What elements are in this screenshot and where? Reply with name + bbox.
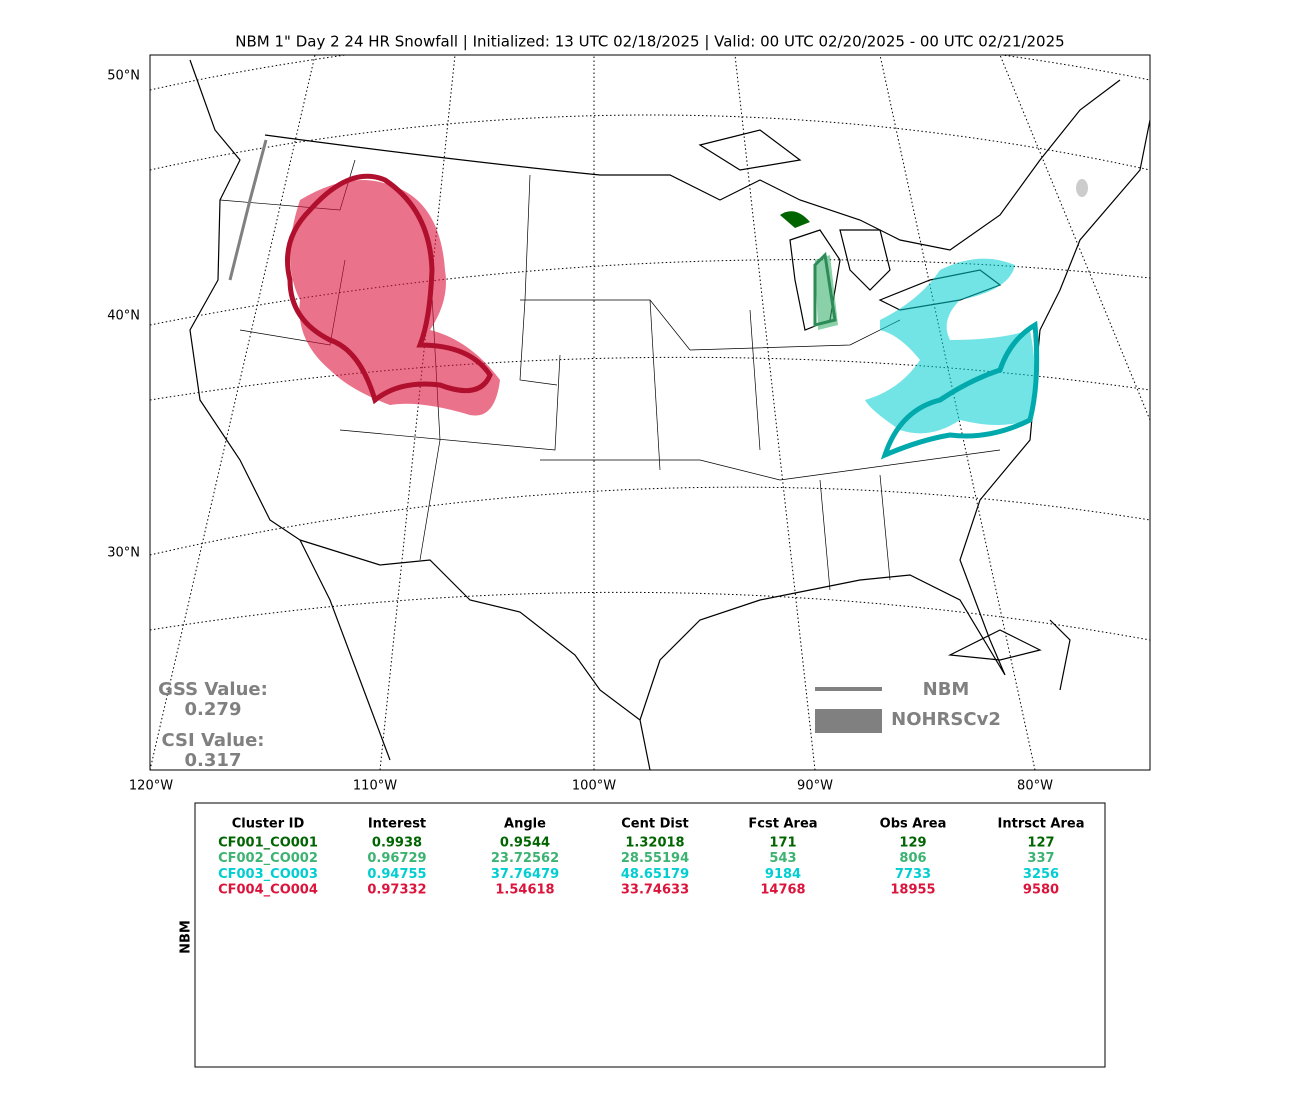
table-cell: 9580 — [1023, 883, 1059, 898]
table-cell: 1.54618 — [495, 883, 554, 898]
table-side-label: NBM — [179, 920, 194, 954]
table-cell: 9184 — [765, 867, 801, 882]
gss-label: GSS Value: — [158, 679, 268, 700]
table-cell: 543 — [769, 851, 796, 866]
lon-label: 110°W — [353, 779, 397, 794]
legend-forecast: NBM — [923, 679, 970, 700]
table-cell: 337 — [1027, 851, 1054, 866]
table-cell: CF002_CO002 — [218, 851, 318, 866]
observed-areas — [290, 179, 1088, 434]
table-cell: 0.9938 — [372, 836, 422, 851]
table-cell: 37.76479 — [491, 867, 559, 882]
legend-swatch — [815, 709, 882, 733]
table-cell: 18955 — [890, 883, 935, 898]
lon-label: 80°W — [1017, 779, 1053, 794]
table-header: Cent Dist — [621, 817, 689, 832]
csi-value: 0.317 — [185, 750, 242, 771]
table-header: Interest — [368, 817, 426, 832]
lon-label: 90°W — [797, 779, 833, 794]
table-cell: 33.74633 — [621, 883, 689, 898]
table-cell: 0.97332 — [367, 883, 426, 898]
lat-label: 40°N — [107, 309, 140, 324]
table-cell: 171 — [769, 836, 796, 851]
table-cell: 3256 — [1023, 867, 1059, 882]
table-cell: CF001_CO001 — [218, 836, 318, 851]
table-cell: 7733 — [895, 867, 931, 882]
table-cell: CF004_CO004 — [218, 883, 318, 898]
forecast-contours — [228, 139, 1040, 460]
legend-observed: NOHRSCv2 — [891, 709, 1001, 730]
table-cell: 28.55194 — [621, 851, 689, 866]
table-header: Fcst Area — [748, 817, 817, 832]
table-header: Intrsct Area — [998, 817, 1085, 832]
table-frame — [194, 802, 1106, 1068]
table-header: Obs Area — [880, 817, 947, 832]
map — [150, 55, 1150, 770]
table-cell: CF003_CO003 — [218, 867, 318, 882]
lat-label: 30°N — [107, 546, 140, 561]
table-header: Angle — [504, 817, 546, 832]
table-cell: 14768 — [760, 883, 805, 898]
table-cell: 0.9544 — [500, 836, 550, 851]
table-cell: 806 — [899, 851, 926, 866]
title: NBM 1" Day 2 24 HR Snowfall | Initialize… — [235, 33, 1064, 51]
table-cell: 23.72562 — [491, 851, 559, 866]
table-cell: 0.96729 — [367, 851, 426, 866]
lon-label: 100°W — [572, 779, 616, 794]
table-cell: 48.65179 — [621, 867, 689, 882]
map-frame — [149, 54, 1151, 771]
lon-label: 120°W — [129, 779, 173, 794]
table-header: Cluster ID — [232, 817, 305, 832]
table-cell: 1.32018 — [625, 836, 684, 851]
table-cell: 129 — [899, 836, 926, 851]
table-cell: 127 — [1027, 836, 1054, 851]
gss-value: 0.279 — [185, 699, 242, 720]
csi-label: CSI Value: — [162, 730, 265, 751]
lat-label: 50°N — [107, 69, 140, 84]
table-cell: 0.94755 — [367, 867, 426, 882]
